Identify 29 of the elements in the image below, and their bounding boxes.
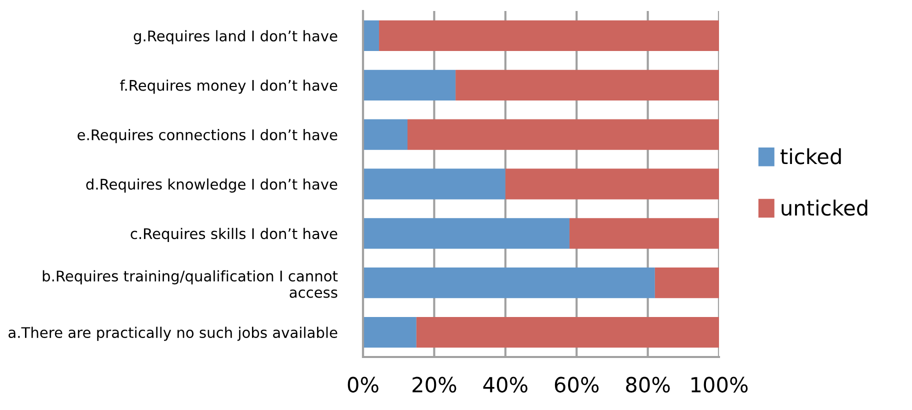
y-tick-label: g.Requires land I don’t have xyxy=(134,30,338,44)
bar xyxy=(363,70,456,100)
bar xyxy=(363,316,416,348)
bar xyxy=(505,168,719,200)
x-tick-label: 100% xyxy=(692,376,748,393)
y-tick-label: d.Requires knowledge I don’t have xyxy=(86,178,338,193)
x-tick-label: 0% xyxy=(348,376,378,393)
bar xyxy=(379,20,719,52)
bar xyxy=(363,218,570,249)
y-tick-label: b.Requires training/qualification I cannot access xyxy=(42,270,338,298)
bar xyxy=(363,119,408,150)
x-tick-label: 40% xyxy=(483,376,528,393)
bar xyxy=(416,316,719,348)
bar xyxy=(456,70,719,100)
x-tick-label: 80% xyxy=(626,376,670,393)
y-tick-label: c.Requires skills I don’t have xyxy=(130,228,338,242)
legend-label: unticked xyxy=(782,200,868,216)
y-tick-label: e.Requires connections I don’t have xyxy=(78,129,338,144)
bar xyxy=(654,268,719,298)
bar xyxy=(363,268,655,298)
bar xyxy=(569,218,719,249)
x-tick-label: 20% xyxy=(412,376,456,393)
legend-label: ticked xyxy=(780,148,841,164)
y-tick-label: f.Requires money I don’t have xyxy=(120,80,338,94)
bar xyxy=(363,20,380,52)
bar xyxy=(363,168,506,200)
x-tick-label: 60% xyxy=(554,376,599,393)
y-tick-label: a.There are practically no such jobs available xyxy=(8,326,338,341)
bar xyxy=(408,119,719,150)
